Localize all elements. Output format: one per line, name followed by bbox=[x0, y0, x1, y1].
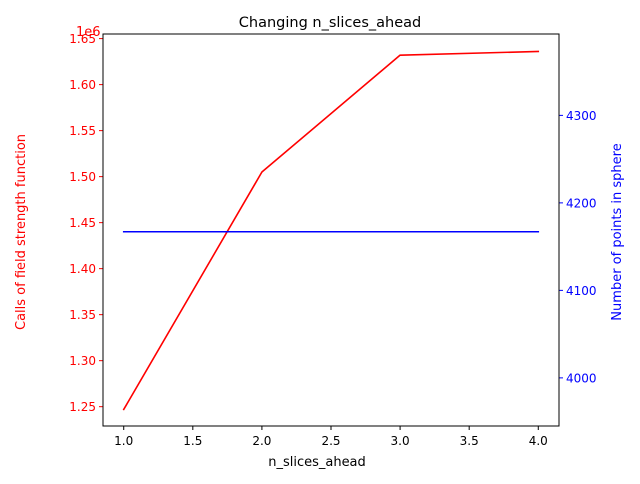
left-tick-label: 1.50 bbox=[69, 170, 96, 184]
left-axis-offset-label: 1e6 bbox=[76, 25, 101, 40]
left-axis-ticks: 1.25 1.30 1.35 1.40 1.45 1.50 1.55 1.60 1.65 bbox=[69, 32, 103, 414]
right-tick-label: 4000 bbox=[566, 371, 597, 385]
x-tick-label: 2.0 bbox=[252, 434, 271, 448]
x-tick-label: 2.5 bbox=[321, 434, 340, 448]
left-tick-label: 1.30 bbox=[69, 354, 96, 368]
series-line-calls bbox=[122, 50, 540, 411]
chart-title: Changing n_slices_ahead bbox=[239, 15, 421, 31]
left-tick-label: 1.40 bbox=[69, 262, 96, 276]
x-tick-label: 1.0 bbox=[114, 434, 133, 448]
x-tick-label: 1.5 bbox=[183, 434, 202, 448]
left-tick-label: 1.35 bbox=[69, 308, 96, 322]
plot-frame bbox=[102, 33, 560, 427]
x-tick-label: 3.5 bbox=[460, 434, 479, 448]
x-axis-label: n_slices_ahead bbox=[268, 455, 366, 470]
right-axis-label: Number of points in sphere bbox=[610, 143, 625, 320]
x-axis-ticks: 1.0 1.5 2.0 2.5 3.0 3.5 4.0 bbox=[114, 426, 548, 448]
right-tick-label: 4300 bbox=[566, 109, 597, 123]
left-tick-label: 1.45 bbox=[69, 216, 96, 230]
left-axis-label: Calls of field strength function bbox=[14, 134, 29, 330]
series-layer bbox=[122, 50, 540, 411]
left-tick-label: 1.25 bbox=[69, 400, 96, 414]
x-tick-label: 3.0 bbox=[391, 434, 410, 448]
left-tick-label: 1.60 bbox=[69, 78, 96, 92]
left-tick-label: 1.55 bbox=[69, 124, 96, 138]
right-tick-label: 4200 bbox=[566, 196, 597, 210]
x-tick-label: 4.0 bbox=[529, 434, 548, 448]
left-tick-label: 1.65 bbox=[69, 32, 96, 46]
right-axis-ticks: 4000 4100 4200 4300 bbox=[559, 109, 597, 385]
right-tick-label: 4100 bbox=[566, 284, 597, 298]
